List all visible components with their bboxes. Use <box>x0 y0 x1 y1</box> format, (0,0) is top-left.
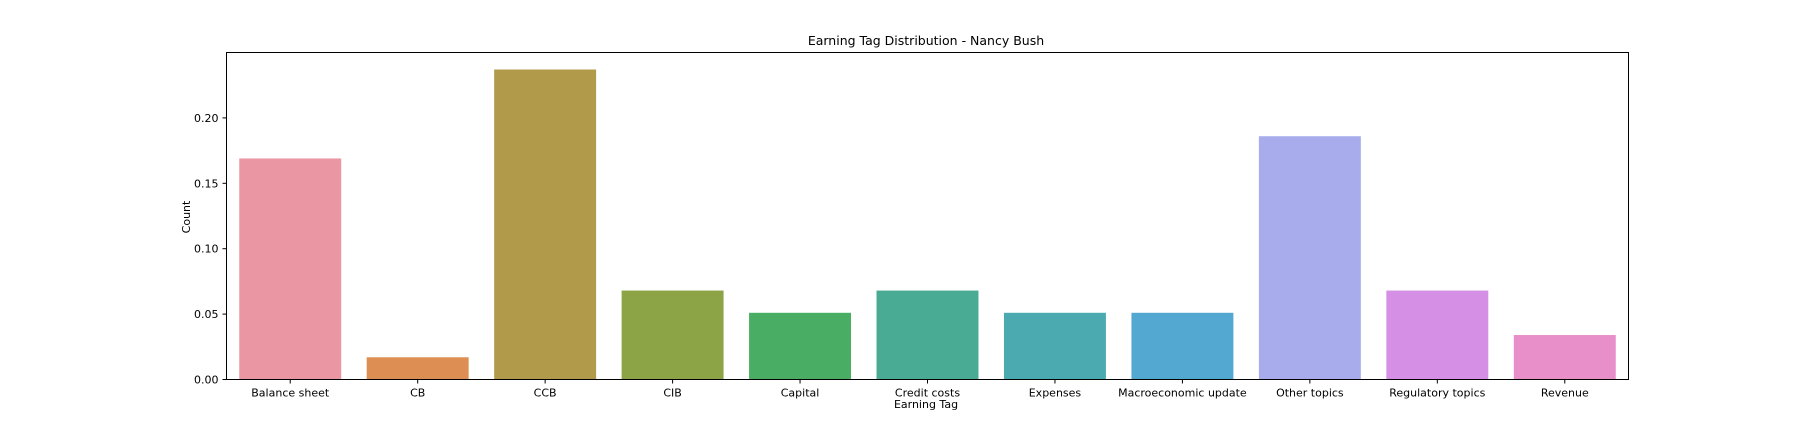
y-tick-label: 0.15 <box>194 177 219 190</box>
bars <box>239 69 1616 380</box>
x-axis-label: Earning Tag <box>894 398 958 411</box>
bar <box>876 290 979 380</box>
bar <box>1513 335 1616 380</box>
x-tick-label: Other topics <box>1276 387 1344 400</box>
y-axis-label: Count <box>180 200 193 233</box>
x-tick-label: Capital <box>781 387 820 400</box>
bar <box>239 158 342 380</box>
bar <box>366 357 469 380</box>
bar <box>1003 312 1106 380</box>
plot-frame <box>226 52 1629 380</box>
x-tick-label: Balance sheet <box>251 387 330 400</box>
x-tick-label: Expenses <box>1029 387 1082 400</box>
bar <box>1386 290 1489 380</box>
x-axis-ticks: Balance sheet CB CCB CIB Capital Credit costs… <box>251 379 1589 400</box>
bar <box>494 69 597 380</box>
x-tick-label: Macroeconomic update <box>1118 387 1247 400</box>
x-tick-label: CCB <box>534 387 557 400</box>
bar <box>621 290 724 380</box>
y-tick-label: 0.10 <box>194 243 219 256</box>
bar <box>1131 312 1234 380</box>
x-tick-label: Credit costs <box>895 387 960 400</box>
x-tick-label: Regulatory topics <box>1389 387 1485 400</box>
y-axis-ticks: 0.00 0.05 0.10 0.15 0.20 <box>194 112 227 387</box>
x-tick-label: Revenue <box>1541 387 1589 400</box>
y-tick-label: 0.05 <box>194 308 219 321</box>
x-tick-label: CIB <box>663 387 681 400</box>
x-tick-label: CB <box>410 387 425 400</box>
y-tick-label: 0.20 <box>194 112 219 125</box>
y-tick-label: 0.00 <box>194 374 219 387</box>
bar <box>1258 136 1361 380</box>
chart-title: Earning Tag Distribution - Nancy Bush <box>808 33 1044 48</box>
bar <box>749 312 852 380</box>
